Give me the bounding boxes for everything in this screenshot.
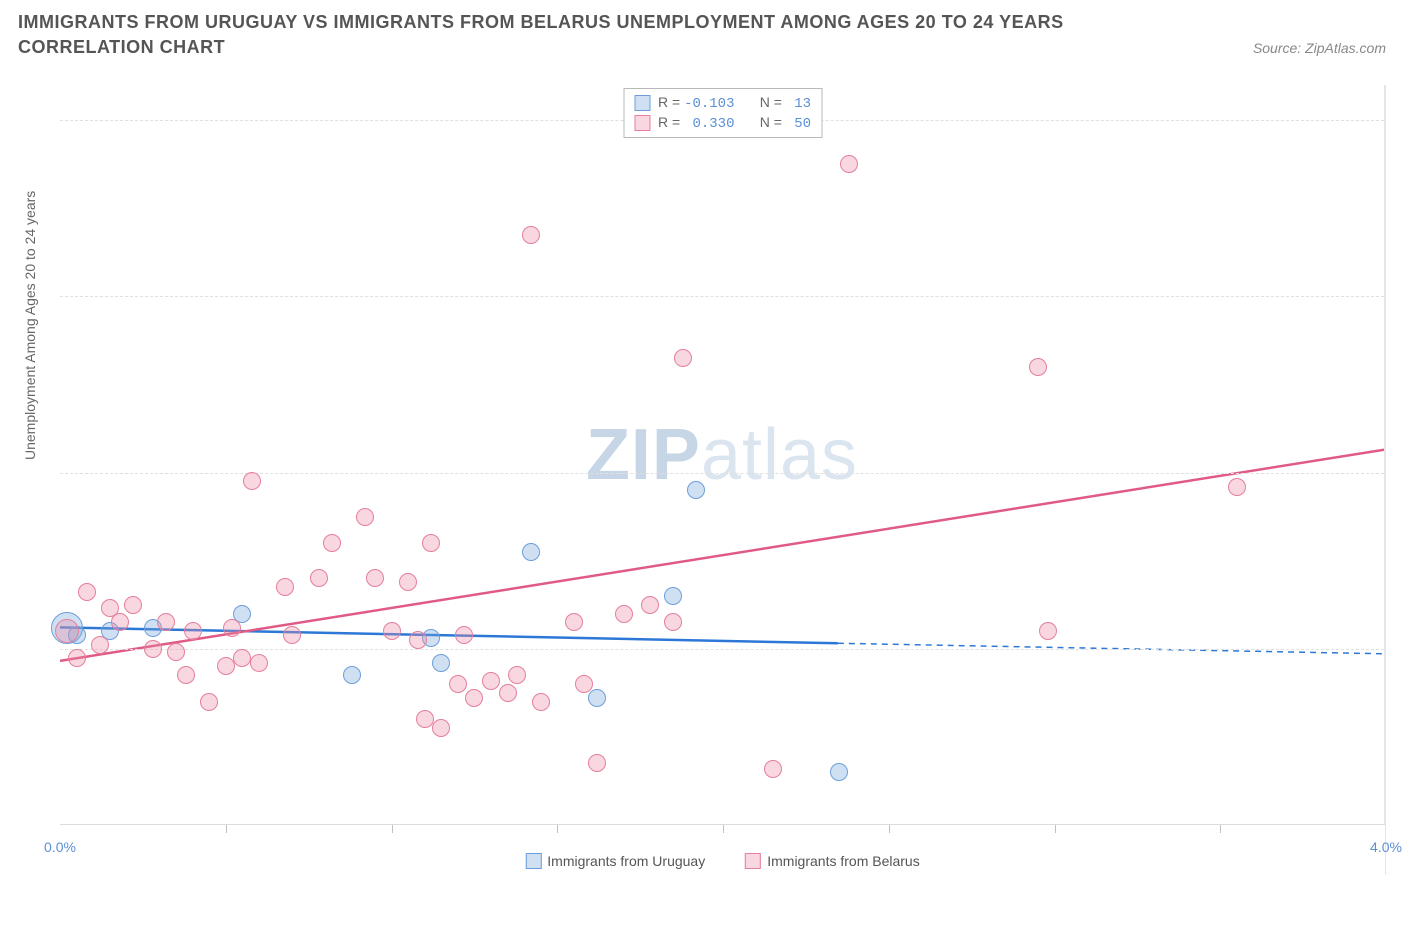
data-point-belarus xyxy=(167,643,185,661)
source-attribution: Source: ZipAtlas.com xyxy=(1253,40,1386,56)
y-tick-label: 30.0% xyxy=(1391,288,1406,304)
trendline-uruguay xyxy=(60,627,838,643)
data-point-belarus xyxy=(200,693,218,711)
swatch-uruguay xyxy=(634,95,650,111)
data-point-belarus xyxy=(465,689,483,707)
data-point-belarus xyxy=(532,693,550,711)
x-tick-mark xyxy=(1055,825,1056,833)
data-point-belarus xyxy=(184,622,202,640)
y-tick-label: 20.0% xyxy=(1391,465,1406,481)
data-point-belarus xyxy=(764,760,782,778)
data-point-belarus xyxy=(217,657,235,675)
data-point-belarus xyxy=(233,649,251,667)
data-point-uruguay xyxy=(432,654,450,672)
data-point-belarus xyxy=(399,573,417,591)
data-point-belarus xyxy=(416,710,434,728)
data-point-uruguay xyxy=(687,481,705,499)
x-tick-mark xyxy=(557,825,558,833)
data-point-belarus xyxy=(499,684,517,702)
legend-item-uruguay: Immigrants from Uruguay xyxy=(525,853,705,869)
data-point-belarus xyxy=(250,654,268,672)
x-tick-mark xyxy=(1220,825,1221,833)
watermark: ZIPatlas xyxy=(586,414,858,496)
gridline xyxy=(60,473,1384,474)
data-point-belarus xyxy=(449,675,467,693)
plot-region: ZIPatlas 10.0%20.0%30.0%40.0% xyxy=(60,85,1385,825)
data-point-belarus xyxy=(78,583,96,601)
data-point-belarus xyxy=(223,619,241,637)
chart-title: IMMIGRANTS FROM URUGUAY VS IMMIGRANTS FR… xyxy=(18,10,1118,60)
data-point-belarus xyxy=(409,631,427,649)
data-point-belarus xyxy=(522,226,540,244)
data-point-uruguay xyxy=(522,543,540,561)
data-point-belarus xyxy=(674,349,692,367)
gridline xyxy=(60,296,1384,297)
swatch-belarus xyxy=(745,853,761,869)
data-point-belarus xyxy=(68,649,86,667)
trendlines xyxy=(60,85,1384,825)
data-point-belarus xyxy=(366,569,384,587)
data-point-uruguay xyxy=(664,587,682,605)
data-point-belarus xyxy=(55,619,79,643)
data-point-belarus xyxy=(310,569,328,587)
legend-stats-box: R = -0.103 N = 13 R = 0.330 N = 50 xyxy=(623,88,822,138)
data-point-belarus xyxy=(356,508,374,526)
data-point-belarus xyxy=(91,636,109,654)
data-point-uruguay xyxy=(830,763,848,781)
x-tick-mark xyxy=(723,825,724,833)
legend-stats-row-belarus: R = 0.330 N = 50 xyxy=(634,113,811,133)
y-tick-label: 10.0% xyxy=(1391,641,1406,657)
data-point-belarus xyxy=(157,613,175,631)
data-point-belarus xyxy=(323,534,341,552)
data-point-belarus xyxy=(641,596,659,614)
chart-container: IMMIGRANTS FROM URUGUAY VS IMMIGRANTS FR… xyxy=(0,0,1406,930)
x-tick-label: 4.0% xyxy=(1370,839,1402,855)
swatch-uruguay xyxy=(525,853,541,869)
data-point-belarus xyxy=(615,605,633,623)
data-point-belarus xyxy=(276,578,294,596)
data-point-belarus xyxy=(1029,358,1047,376)
bottom-legend: Immigrants from Uruguay Immigrants from … xyxy=(525,853,919,869)
y-tick-label: 40.0% xyxy=(1391,112,1406,128)
data-point-belarus xyxy=(1228,478,1246,496)
x-tick-mark xyxy=(226,825,227,833)
data-point-belarus xyxy=(508,666,526,684)
legend-item-belarus: Immigrants from Belarus xyxy=(745,853,919,869)
swatch-belarus xyxy=(634,115,650,131)
y-axis-label: Unemployment Among Ages 20 to 24 years xyxy=(22,191,38,460)
legend-stats-row-uruguay: R = -0.103 N = 13 xyxy=(634,93,811,113)
gridline xyxy=(60,649,1384,650)
data-point-belarus xyxy=(455,626,473,644)
data-point-belarus xyxy=(664,613,682,631)
data-point-belarus xyxy=(144,640,162,658)
data-point-belarus xyxy=(283,626,301,644)
data-point-belarus xyxy=(575,675,593,693)
data-point-belarus xyxy=(422,534,440,552)
x-tick-label: 0.0% xyxy=(44,839,76,855)
x-tick-mark xyxy=(392,825,393,833)
data-point-belarus xyxy=(432,719,450,737)
data-point-belarus xyxy=(124,596,142,614)
data-point-belarus xyxy=(111,613,129,631)
data-point-belarus xyxy=(383,622,401,640)
data-point-belarus xyxy=(177,666,195,684)
chart-area: ZIPatlas 10.0%20.0%30.0%40.0% R = -0.103… xyxy=(60,85,1386,875)
data-point-belarus xyxy=(840,155,858,173)
data-point-belarus xyxy=(588,754,606,772)
data-point-belarus xyxy=(1039,622,1057,640)
data-point-uruguay xyxy=(588,689,606,707)
x-tick-mark xyxy=(889,825,890,833)
data-point-belarus xyxy=(243,472,261,490)
data-point-belarus xyxy=(482,672,500,690)
data-point-belarus xyxy=(565,613,583,631)
data-point-uruguay xyxy=(343,666,361,684)
